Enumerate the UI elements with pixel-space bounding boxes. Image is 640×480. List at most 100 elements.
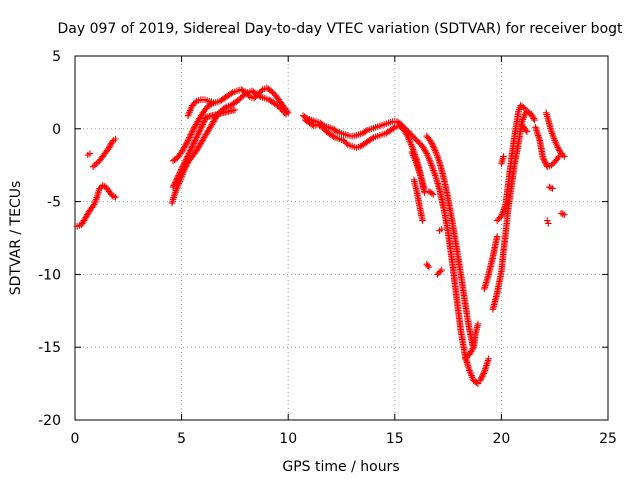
- data-point: [86, 150, 94, 157]
- data-point: [539, 154, 547, 162]
- data-point: [169, 183, 177, 191]
- data-point: [545, 220, 552, 227]
- data-point: [556, 147, 563, 154]
- data-point: [109, 192, 116, 200]
- data-point: [172, 177, 180, 185]
- data-point: [96, 185, 103, 192]
- data-point: [495, 215, 502, 223]
- data-point: [171, 179, 179, 186]
- series-arc-e3: [546, 183, 556, 192]
- data-point: [109, 138, 116, 146]
- data-point: [189, 141, 197, 149]
- data-point: [554, 144, 562, 152]
- data-point: [200, 118, 208, 125]
- data-point: [183, 140, 190, 147]
- data-point: [183, 154, 191, 162]
- series-arc-e5: [557, 209, 568, 218]
- data-point: [420, 183, 427, 191]
- data-point: [541, 158, 549, 166]
- series-arc-d5: [498, 153, 507, 168]
- data-point: [105, 144, 113, 152]
- data-point: [176, 169, 184, 176]
- data-point: [412, 135, 419, 143]
- data-point: [189, 126, 197, 134]
- series-arc-c9: [423, 132, 476, 350]
- data-point: [557, 209, 565, 217]
- data-point: [192, 135, 200, 143]
- series-arc-d6: [519, 122, 531, 136]
- data-point: [427, 138, 435, 146]
- data-point: [540, 156, 547, 163]
- y-tick-label: -5: [47, 195, 61, 211]
- series-arc-b1: [168, 87, 290, 207]
- data-point: [477, 375, 485, 383]
- data-point: [429, 141, 436, 149]
- data-point: [255, 90, 262, 98]
- y-tick-label: -20: [38, 413, 61, 429]
- series-arc-e4: [543, 217, 552, 227]
- data-point: [188, 102, 196, 109]
- data-point: [341, 138, 349, 146]
- data-point: [191, 138, 198, 146]
- data-point: [413, 137, 421, 144]
- data-point: [559, 210, 566, 218]
- data-point: [188, 129, 195, 137]
- data-point: [210, 99, 217, 106]
- data-point: [414, 138, 422, 146]
- data-point: [330, 133, 337, 140]
- plot-frame: [74, 55, 609, 421]
- data-point: [237, 94, 244, 102]
- data-point: [416, 140, 423, 147]
- series-arc-e2: [542, 109, 568, 160]
- data-point: [473, 379, 480, 386]
- data-point: [188, 128, 196, 136]
- data-point: [521, 105, 529, 112]
- data-point: [183, 138, 191, 146]
- data-point: [320, 125, 328, 133]
- data-point: [180, 161, 187, 169]
- data-point: [170, 182, 178, 189]
- data-point: [560, 211, 568, 218]
- data-point: [343, 140, 350, 147]
- y-tick-label: -15: [38, 340, 61, 356]
- data-point: [178, 166, 185, 173]
- data-point: [559, 151, 566, 159]
- data-point: [228, 90, 235, 97]
- data-point: [403, 131, 411, 138]
- data-point: [177, 167, 184, 175]
- series-arc-a3: [84, 150, 94, 159]
- data-point: [531, 116, 538, 124]
- data-point: [195, 128, 203, 136]
- series-arc-c8: [434, 266, 445, 278]
- series-arc-c5: [423, 260, 433, 271]
- series-arc-a1: [73, 182, 119, 230]
- data-point: [520, 104, 527, 111]
- data-point: [200, 119, 207, 127]
- x-tick-label: 0: [71, 431, 80, 447]
- y-tick-labels: -20 -15 -10 -5 0 5: [38, 49, 61, 429]
- data-point: [431, 145, 438, 153]
- series-arc-c2: [301, 116, 428, 197]
- data-point: [469, 345, 477, 352]
- data-point: [198, 122, 206, 130]
- y-tick-label: 0: [52, 122, 61, 138]
- data-point: [175, 170, 183, 178]
- data-point: [180, 160, 188, 168]
- data-point: [438, 266, 445, 274]
- data-point: [194, 131, 202, 138]
- data-point: [332, 127, 340, 135]
- series-arc-c10: [461, 320, 482, 363]
- data-point: [99, 182, 107, 189]
- series-arc-d4: [493, 102, 529, 224]
- data-point: [549, 185, 556, 192]
- data-point: [175, 172, 182, 179]
- x-tick-label: 15: [386, 431, 404, 447]
- data-point: [182, 156, 190, 163]
- data-point: [188, 144, 195, 152]
- data-point: [186, 134, 193, 141]
- data-point: [91, 161, 99, 169]
- data-point: [523, 128, 531, 136]
- data-point: [106, 142, 114, 150]
- data-point: [171, 180, 178, 188]
- data-point: [193, 132, 201, 140]
